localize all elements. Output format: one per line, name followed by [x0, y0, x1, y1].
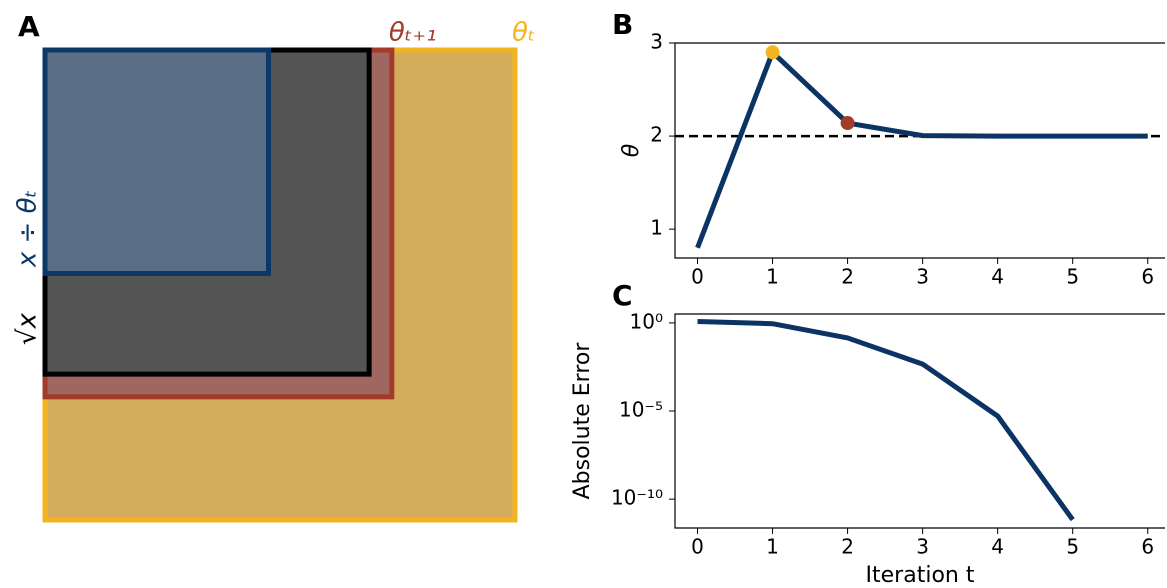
square-label: √x — [13, 313, 43, 346]
x-tick-label: 6 — [1141, 265, 1154, 289]
x-tick-label: 4 — [991, 535, 1004, 559]
square-label: θₜ₊₁ — [389, 18, 437, 48]
marker — [765, 45, 780, 60]
x-tick-label: 1 — [766, 535, 779, 559]
y-tick-label: 10⁻⁵ — [619, 398, 663, 422]
panel-label: B — [612, 8, 633, 41]
line — [697, 319, 1075, 522]
square-label: x ÷ θₜ — [13, 190, 43, 268]
line — [695, 49, 1148, 249]
marker — [840, 116, 855, 131]
y-tick-label: 3 — [650, 30, 663, 54]
x-tick-label: 1 — [766, 265, 779, 289]
x-tick-label: 3 — [916, 535, 929, 559]
y-tick-label: 10⁰ — [630, 309, 663, 333]
square-label: θₜ — [512, 18, 536, 48]
x-tick-label: 2 — [841, 535, 854, 559]
x-tick-label: 0 — [691, 265, 704, 289]
y-tick-label: 1 — [650, 216, 663, 240]
x-tick-label: 4 — [991, 265, 1004, 289]
x-tick-label: 2 — [841, 265, 854, 289]
axis-spine — [674, 313, 1165, 529]
panel-label: A — [18, 10, 40, 43]
x-tick-label: 5 — [1066, 535, 1079, 559]
y-axis-label: θ — [619, 143, 644, 157]
y-tick-label: 10⁻¹⁰ — [611, 486, 663, 510]
y-tick-label: 2 — [650, 123, 663, 147]
x-axis-label: Iteration t — [866, 563, 975, 588]
x-tick-label: 3 — [916, 265, 929, 289]
x-tick-label: 5 — [1066, 265, 1079, 289]
x-tick-label: 0 — [691, 535, 704, 559]
axis-spine — [674, 42, 1165, 259]
y-axis-label: Absolute Error — [570, 342, 595, 500]
square — [42, 47, 271, 276]
panel-label: C — [612, 279, 633, 312]
x-tick-label: 6 — [1141, 535, 1154, 559]
